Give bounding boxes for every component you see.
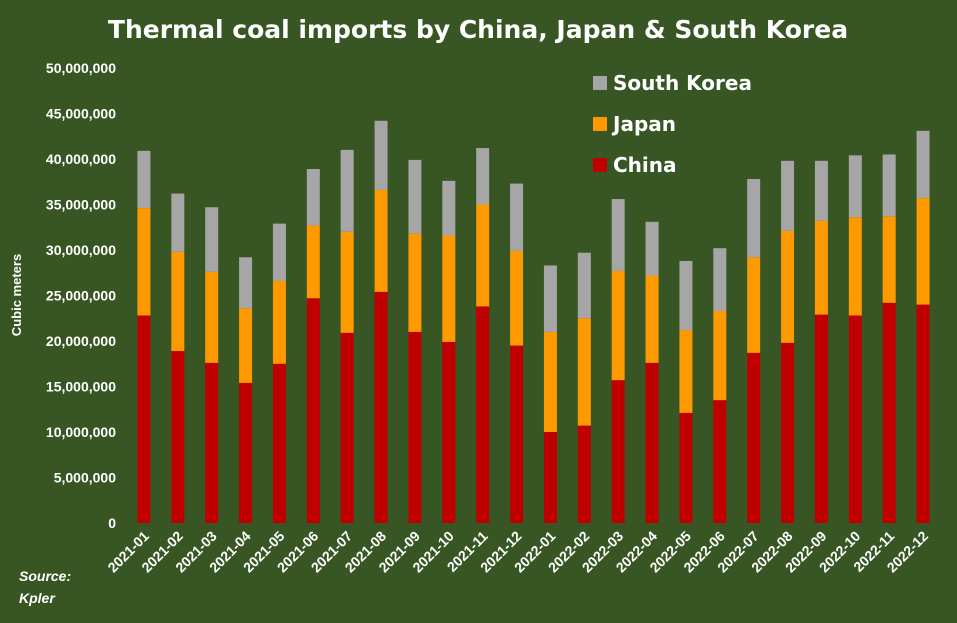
- bar-south-korea-2021-08: [374, 120, 388, 190]
- bar-japan-2022-04: [645, 275, 659, 363]
- bar-south-korea-2022-09: [814, 160, 828, 221]
- bar-china-2021-06: [306, 298, 320, 523]
- y-axis: 0 5,000,000 10,000,000 15,000,000 20,000,000…: [46, 60, 116, 531]
- y-tick-label: 50,000,000: [46, 60, 116, 76]
- bar-japan-2022-12: [916, 198, 930, 305]
- bar-south-korea-2021-09: [408, 159, 422, 234]
- y-axis-label: Cubic meters: [9, 254, 24, 336]
- bar-japan-2021-12: [510, 250, 524, 346]
- y-tick-label: 15,000,000: [46, 379, 116, 395]
- bar-china-2021-10: [442, 341, 456, 523]
- bar-japan-2021-09: [408, 233, 422, 332]
- bar-japan-2021-07: [340, 231, 354, 333]
- bar-south-korea-2021-03: [205, 207, 219, 272]
- bar-china-2022-08: [781, 342, 795, 523]
- bar-japan-2021-02: [171, 251, 185, 352]
- bar-china-2021-04: [239, 382, 253, 523]
- bar-japan-2021-11: [476, 204, 490, 307]
- bar-china-2022-01: [543, 432, 557, 523]
- bar-china-2022-03: [611, 380, 625, 523]
- bar-japan-2021-04: [239, 308, 253, 383]
- y-tick-label: 40,000,000: [46, 151, 116, 167]
- bar-japan-2022-06: [713, 310, 727, 401]
- bar-japan-2021-01: [137, 208, 151, 316]
- bar-japan-2022-10: [848, 217, 862, 316]
- bar-south-korea-2022-11: [882, 154, 896, 217]
- bar-china-2022-02: [577, 425, 591, 523]
- y-tick-label: 10,000,000: [46, 424, 116, 440]
- bar-china-2022-04: [645, 362, 659, 523]
- legend-label-south-korea: South Korea: [613, 71, 752, 95]
- legend-swatch-china: [593, 158, 607, 172]
- bar-south-korea-2021-06: [306, 169, 320, 226]
- y-tick-label: 20,000,000: [46, 333, 116, 349]
- bar-south-korea-2021-07: [340, 149, 354, 232]
- bar-south-korea-2022-12: [916, 130, 930, 199]
- source-label: Source:: [19, 568, 71, 584]
- bar-south-korea-2021-10: [442, 180, 456, 236]
- bar-south-korea-2022-04: [645, 221, 659, 276]
- bar-south-korea-2021-01: [137, 150, 151, 209]
- bar-japan-2021-08: [374, 189, 388, 292]
- bar-china-2022-09: [814, 314, 828, 523]
- bar-japan-2022-09: [814, 220, 828, 315]
- bar-china-2021-01: [137, 315, 151, 523]
- bar-south-korea-2021-02: [171, 193, 185, 252]
- bar-china-2021-12: [510, 345, 524, 523]
- x-axis: 2021-012021-022021-032021-042021-052021-…: [104, 528, 931, 576]
- bar-china-2021-03: [205, 362, 219, 523]
- legend-swatch-japan: [593, 117, 607, 131]
- legend-label-japan: Japan: [611, 112, 676, 136]
- y-tick-label: 35,000,000: [46, 197, 116, 213]
- bar-china-2022-11: [882, 302, 896, 523]
- bar-south-korea-2022-05: [679, 260, 693, 331]
- y-tick-label: 0: [108, 515, 116, 531]
- bar-china-2022-07: [747, 352, 761, 523]
- bar-japan-2022-02: [577, 318, 591, 426]
- bar-china-2021-02: [171, 351, 185, 523]
- bar-japan-2022-05: [679, 330, 693, 413]
- bar-japan-2022-08: [781, 230, 795, 343]
- bar-south-korea-2022-08: [781, 160, 795, 231]
- y-tick-label: 30,000,000: [46, 242, 116, 258]
- bar-south-korea-2021-12: [510, 183, 524, 251]
- bar-japan-2021-06: [306, 225, 320, 299]
- bar-south-korea-2021-04: [239, 257, 253, 309]
- bar-china-2021-11: [476, 306, 490, 523]
- y-tick-label: 5,000,000: [54, 470, 116, 486]
- bar-japan-2021-10: [442, 235, 456, 342]
- bar-china-2021-08: [374, 291, 388, 523]
- y-tick-label: 25,000,000: [46, 288, 116, 304]
- bar-south-korea-2022-06: [713, 248, 727, 311]
- bar-south-korea-2021-05: [272, 223, 286, 281]
- bar-south-korea-2022-02: [577, 252, 591, 319]
- bar-china-2021-09: [408, 331, 422, 523]
- legend: South Korea Japan China: [593, 71, 752, 177]
- chart-title: Thermal coal imports by China, Japan & S…: [108, 15, 848, 44]
- bar-china-2022-05: [679, 412, 693, 523]
- bar-japan-2022-01: [543, 331, 557, 432]
- bar-japan-2021-03: [205, 271, 219, 363]
- source-value: Kpler: [19, 590, 56, 606]
- bar-south-korea-2022-07: [747, 179, 761, 258]
- bar-japan-2022-07: [747, 257, 761, 353]
- bar-china-2021-07: [340, 332, 354, 523]
- bar-japan-2022-03: [611, 270, 625, 381]
- legend-label-china: China: [613, 153, 677, 177]
- y-tick-label: 45,000,000: [46, 106, 116, 122]
- bar-china-2022-06: [713, 400, 727, 523]
- bar-series-group: [137, 120, 930, 523]
- bar-south-korea-2022-01: [543, 265, 557, 332]
- bar-china-2021-05: [272, 363, 286, 523]
- bar-south-korea-2022-03: [611, 199, 625, 271]
- bar-china-2022-12: [916, 304, 930, 523]
- bar-china-2022-10: [848, 315, 862, 523]
- legend-swatch-south-korea: [593, 76, 607, 90]
- bar-south-korea-2021-11: [476, 148, 490, 205]
- bar-japan-2021-05: [272, 280, 286, 364]
- bar-japan-2022-11: [882, 216, 896, 303]
- bar-south-korea-2022-10: [848, 155, 862, 218]
